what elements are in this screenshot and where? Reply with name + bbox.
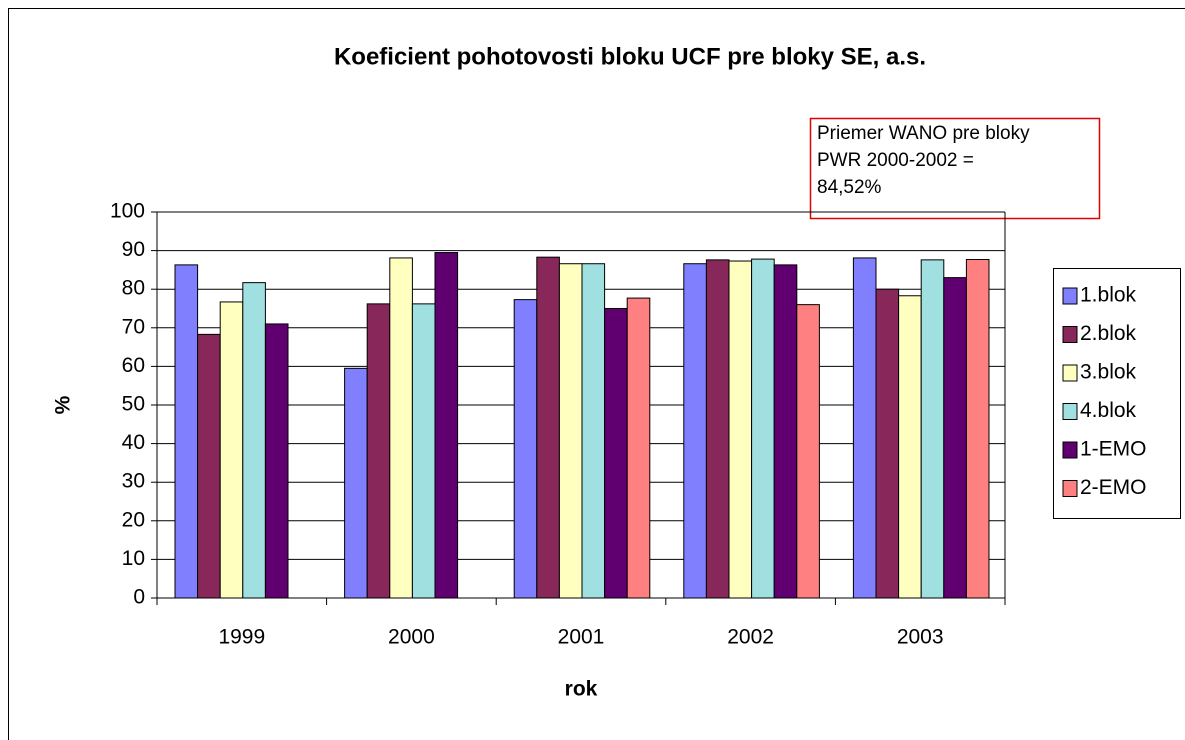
bar — [264, 323, 289, 599]
bar — [581, 263, 606, 599]
legend-swatch — [1062, 441, 1078, 459]
bar — [875, 288, 900, 599]
bar — [434, 252, 459, 599]
bar — [604, 308, 628, 599]
chart-title: Koeficient pohotovosti bloku UCF pre blo… — [334, 43, 926, 70]
bar — [344, 367, 368, 599]
bar — [174, 264, 199, 599]
bar — [242, 282, 266, 599]
y-tick-label: 0 — [133, 586, 145, 609]
bar — [796, 304, 820, 599]
legend-label: 1-EMO — [1080, 438, 1147, 461]
y-tick-label: 90 — [122, 238, 145, 261]
bar — [389, 257, 413, 599]
legend-label: 2-EMO — [1080, 476, 1147, 499]
bar — [751, 258, 775, 599]
y-tick-label: 60 — [122, 354, 145, 377]
legend-swatch — [1062, 326, 1078, 343]
annotation: Priemer WANO pre bloky — [817, 123, 1030, 144]
bar — [626, 297, 651, 599]
x-tick-label: 1999 — [218, 626, 265, 649]
bar — [943, 277, 967, 599]
x-tick-label: 2000 — [388, 626, 435, 649]
x-tick-label: 2003 — [897, 626, 944, 649]
legend-label: 2.blok — [1080, 322, 1137, 345]
x-axis-label: rok — [565, 678, 598, 701]
legend-label: 3.blok — [1080, 361, 1137, 384]
legend-swatch — [1062, 403, 1078, 420]
y-tick-label: 10 — [122, 547, 145, 570]
legend-swatch — [1062, 364, 1078, 382]
x-tick-label: 2002 — [727, 626, 774, 649]
annotation: 84,52% — [817, 177, 882, 198]
bar — [536, 256, 560, 599]
bar — [728, 260, 753, 599]
bar — [197, 333, 221, 599]
y-tick-label: 40 — [122, 431, 145, 454]
y-tick-label: 20 — [122, 508, 145, 531]
bar — [965, 258, 990, 599]
y-tick-label: 30 — [122, 470, 145, 493]
bar — [683, 263, 707, 599]
annotation-box — [809, 117, 1101, 220]
legend-box — [1053, 268, 1181, 519]
bar — [219, 301, 244, 599]
y-tick-label: 80 — [122, 277, 145, 300]
bar — [773, 264, 798, 599]
bar — [411, 303, 436, 599]
bar — [366, 303, 391, 599]
annotation: PWR 2000-2002 = — [817, 150, 974, 171]
y-tick-label: 50 — [122, 393, 145, 416]
bar — [920, 259, 945, 599]
bar — [558, 263, 583, 599]
legend-label: 1.blok — [1080, 284, 1137, 307]
x-tick-label: 2001 — [558, 626, 605, 649]
bar — [898, 295, 922, 599]
y-tick-label: 100 — [110, 200, 145, 223]
bar — [513, 299, 538, 599]
bar — [852, 257, 877, 599]
bar — [705, 259, 730, 599]
legend-swatch — [1062, 287, 1078, 305]
y-axis-label: % — [52, 395, 75, 414]
legend-label: 4.blok — [1080, 399, 1137, 422]
y-tick-label: 70 — [122, 315, 145, 338]
legend-swatch — [1062, 480, 1078, 497]
